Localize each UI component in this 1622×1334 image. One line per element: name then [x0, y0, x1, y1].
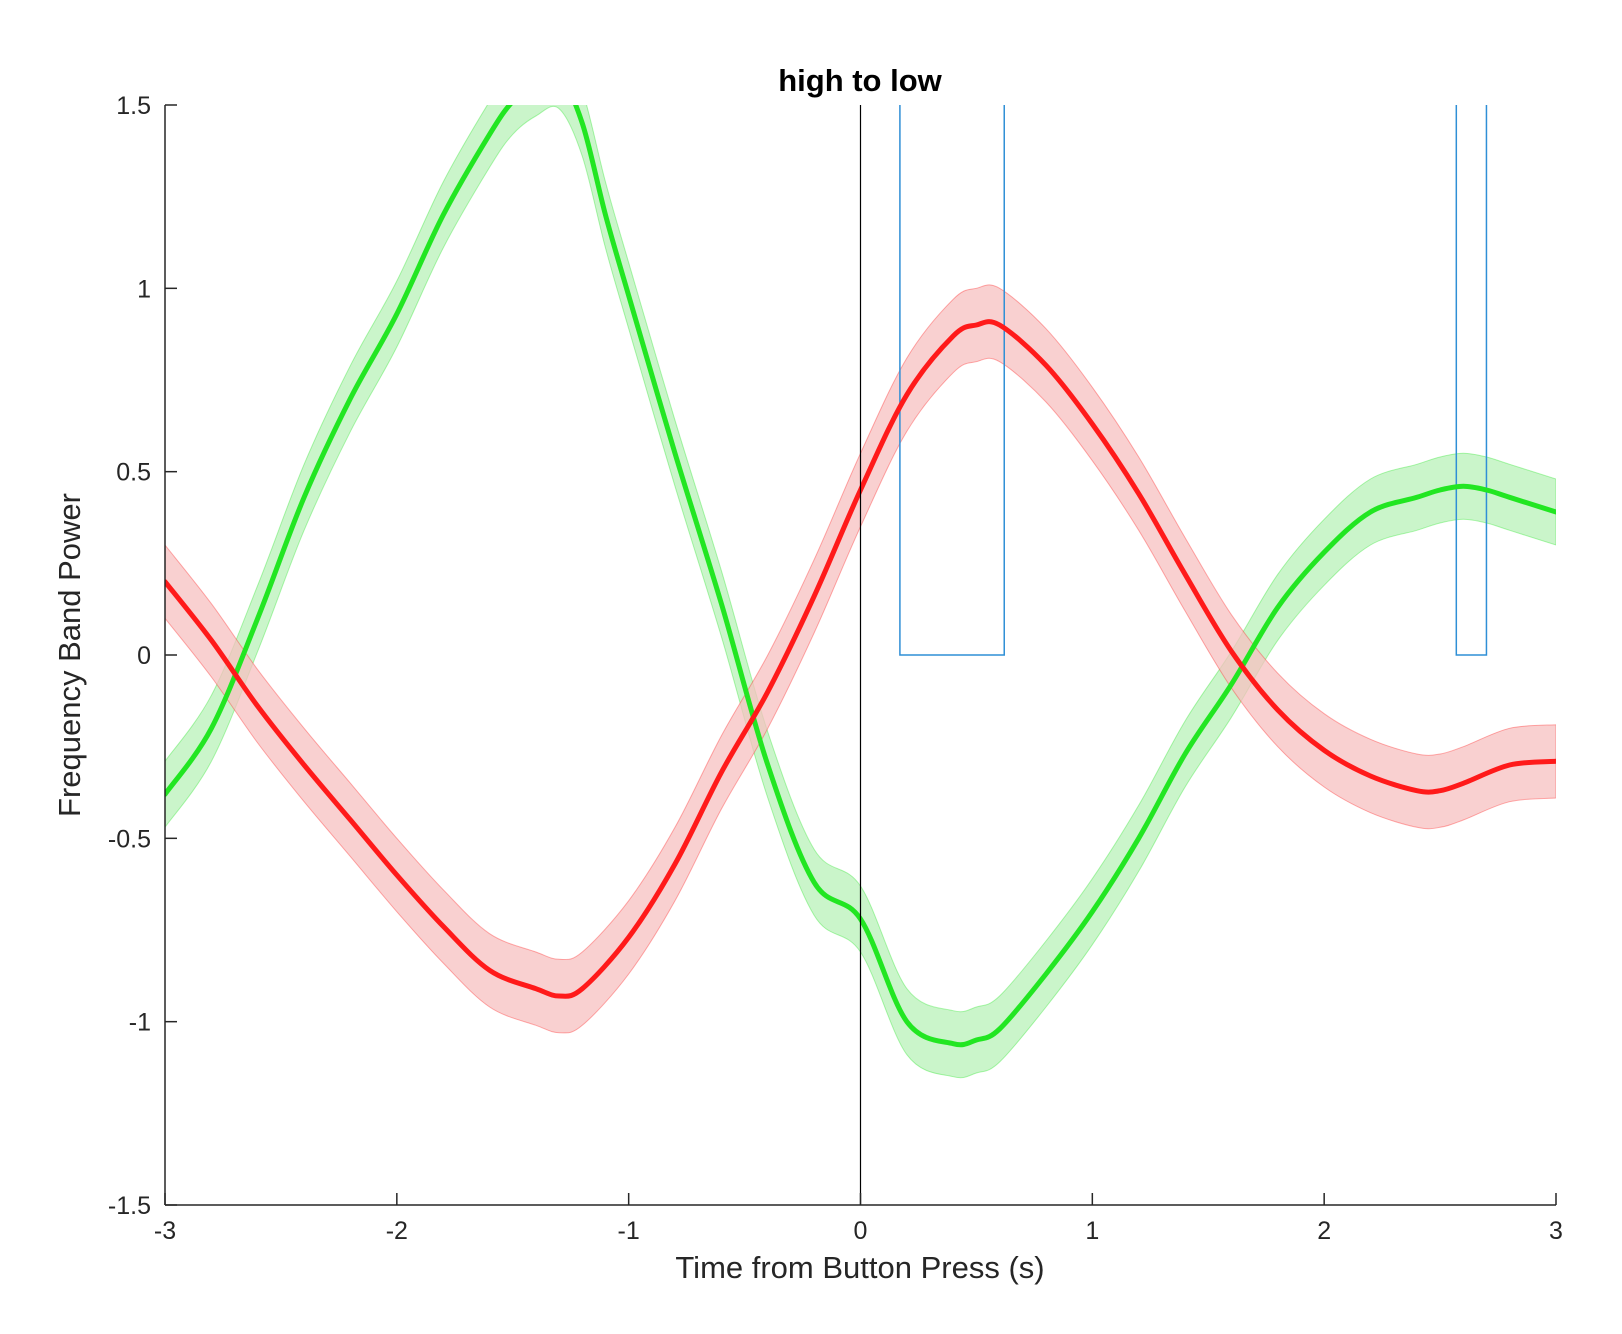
y-tick-label: 0.5 — [116, 459, 151, 487]
x-tick-label: 1 — [1085, 1217, 1099, 1245]
axes: -3 -2 -1 0 1 2 3 -1.5 -1 -0.5 0 0.5 1 1.5 — [108, 92, 1563, 1245]
series-2-confidence-band — [165, 284, 1556, 1034]
series-1-confidence-band — [165, 105, 1556, 1079]
series-1-line — [165, 105, 1556, 1048]
chart-title: high to low — [778, 63, 942, 98]
significance-boxes — [899, 105, 1488, 656]
y-tick-label: 0 — [137, 642, 151, 670]
x-tick-label: -2 — [386, 1217, 408, 1245]
x-axis-label: Time from Button Press (s) — [675, 1250, 1044, 1285]
significance-box-2 — [1455, 105, 1488, 656]
x-tick-label: 2 — [1317, 1217, 1331, 1245]
x-tick-label: -3 — [154, 1217, 176, 1245]
x-tick-label: 0 — [854, 1217, 868, 1245]
significance-box-1 — [899, 105, 1005, 656]
x-tick-label: 3 — [1549, 1217, 1563, 1245]
x-tick-label: -1 — [618, 1217, 640, 1245]
y-tick-label: -1.5 — [108, 1192, 151, 1220]
y-tick-label: 1 — [137, 275, 151, 303]
y-tick-label: -1 — [129, 1009, 151, 1037]
y-axis-label: Frequency Band Power — [52, 493, 87, 817]
confidence-bands — [165, 105, 1556, 1079]
y-tick-label: -0.5 — [108, 825, 151, 853]
y-tick-label: 1.5 — [116, 92, 151, 120]
